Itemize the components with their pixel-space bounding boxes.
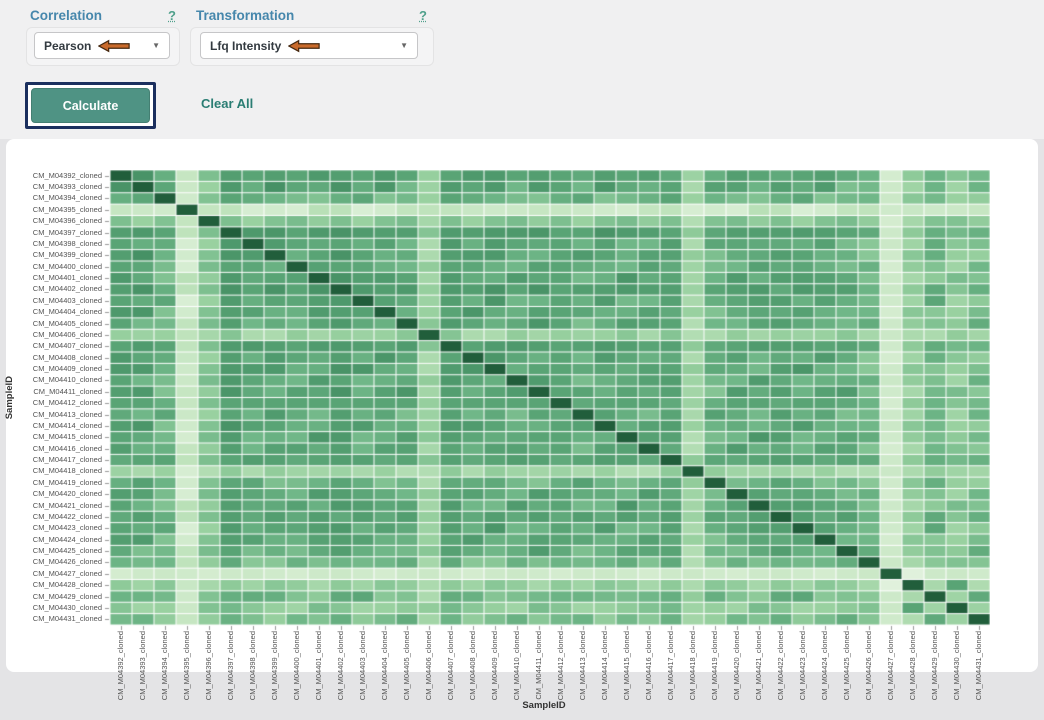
- clear-all-button[interactable]: Clear All: [201, 96, 254, 111]
- chevron-down-icon: ▼: [400, 40, 408, 50]
- transformation-label: Transformation: [196, 8, 295, 23]
- transformation-select[interactable]: Lfq Intensity ▼: [200, 32, 418, 59]
- correlation-select[interactable]: Pearson ▼: [34, 32, 170, 59]
- correlation-label: Correlation: [30, 8, 103, 23]
- x-axis-title: SampleID: [522, 700, 566, 711]
- annotation-arrow-icon: [288, 39, 321, 52]
- calculate-button[interactable]: Calculate: [31, 88, 150, 123]
- annotation-highlight-box: Calculate: [25, 82, 156, 129]
- transformation-select-value: Lfq Intensity: [210, 38, 282, 53]
- correlation-help-icon[interactable]: ?: [168, 8, 176, 23]
- correlation-heatmap[interactable]: [104, 170, 990, 631]
- controls-header: Correlation ? Pearson ▼ Transformation ?…: [0, 0, 1044, 139]
- correlation-select-value: Pearson: [44, 38, 92, 53]
- chevron-down-icon: ▼: [152, 40, 160, 50]
- annotation-arrow-icon: [98, 39, 131, 52]
- transformation-help-icon[interactable]: ?: [419, 8, 427, 23]
